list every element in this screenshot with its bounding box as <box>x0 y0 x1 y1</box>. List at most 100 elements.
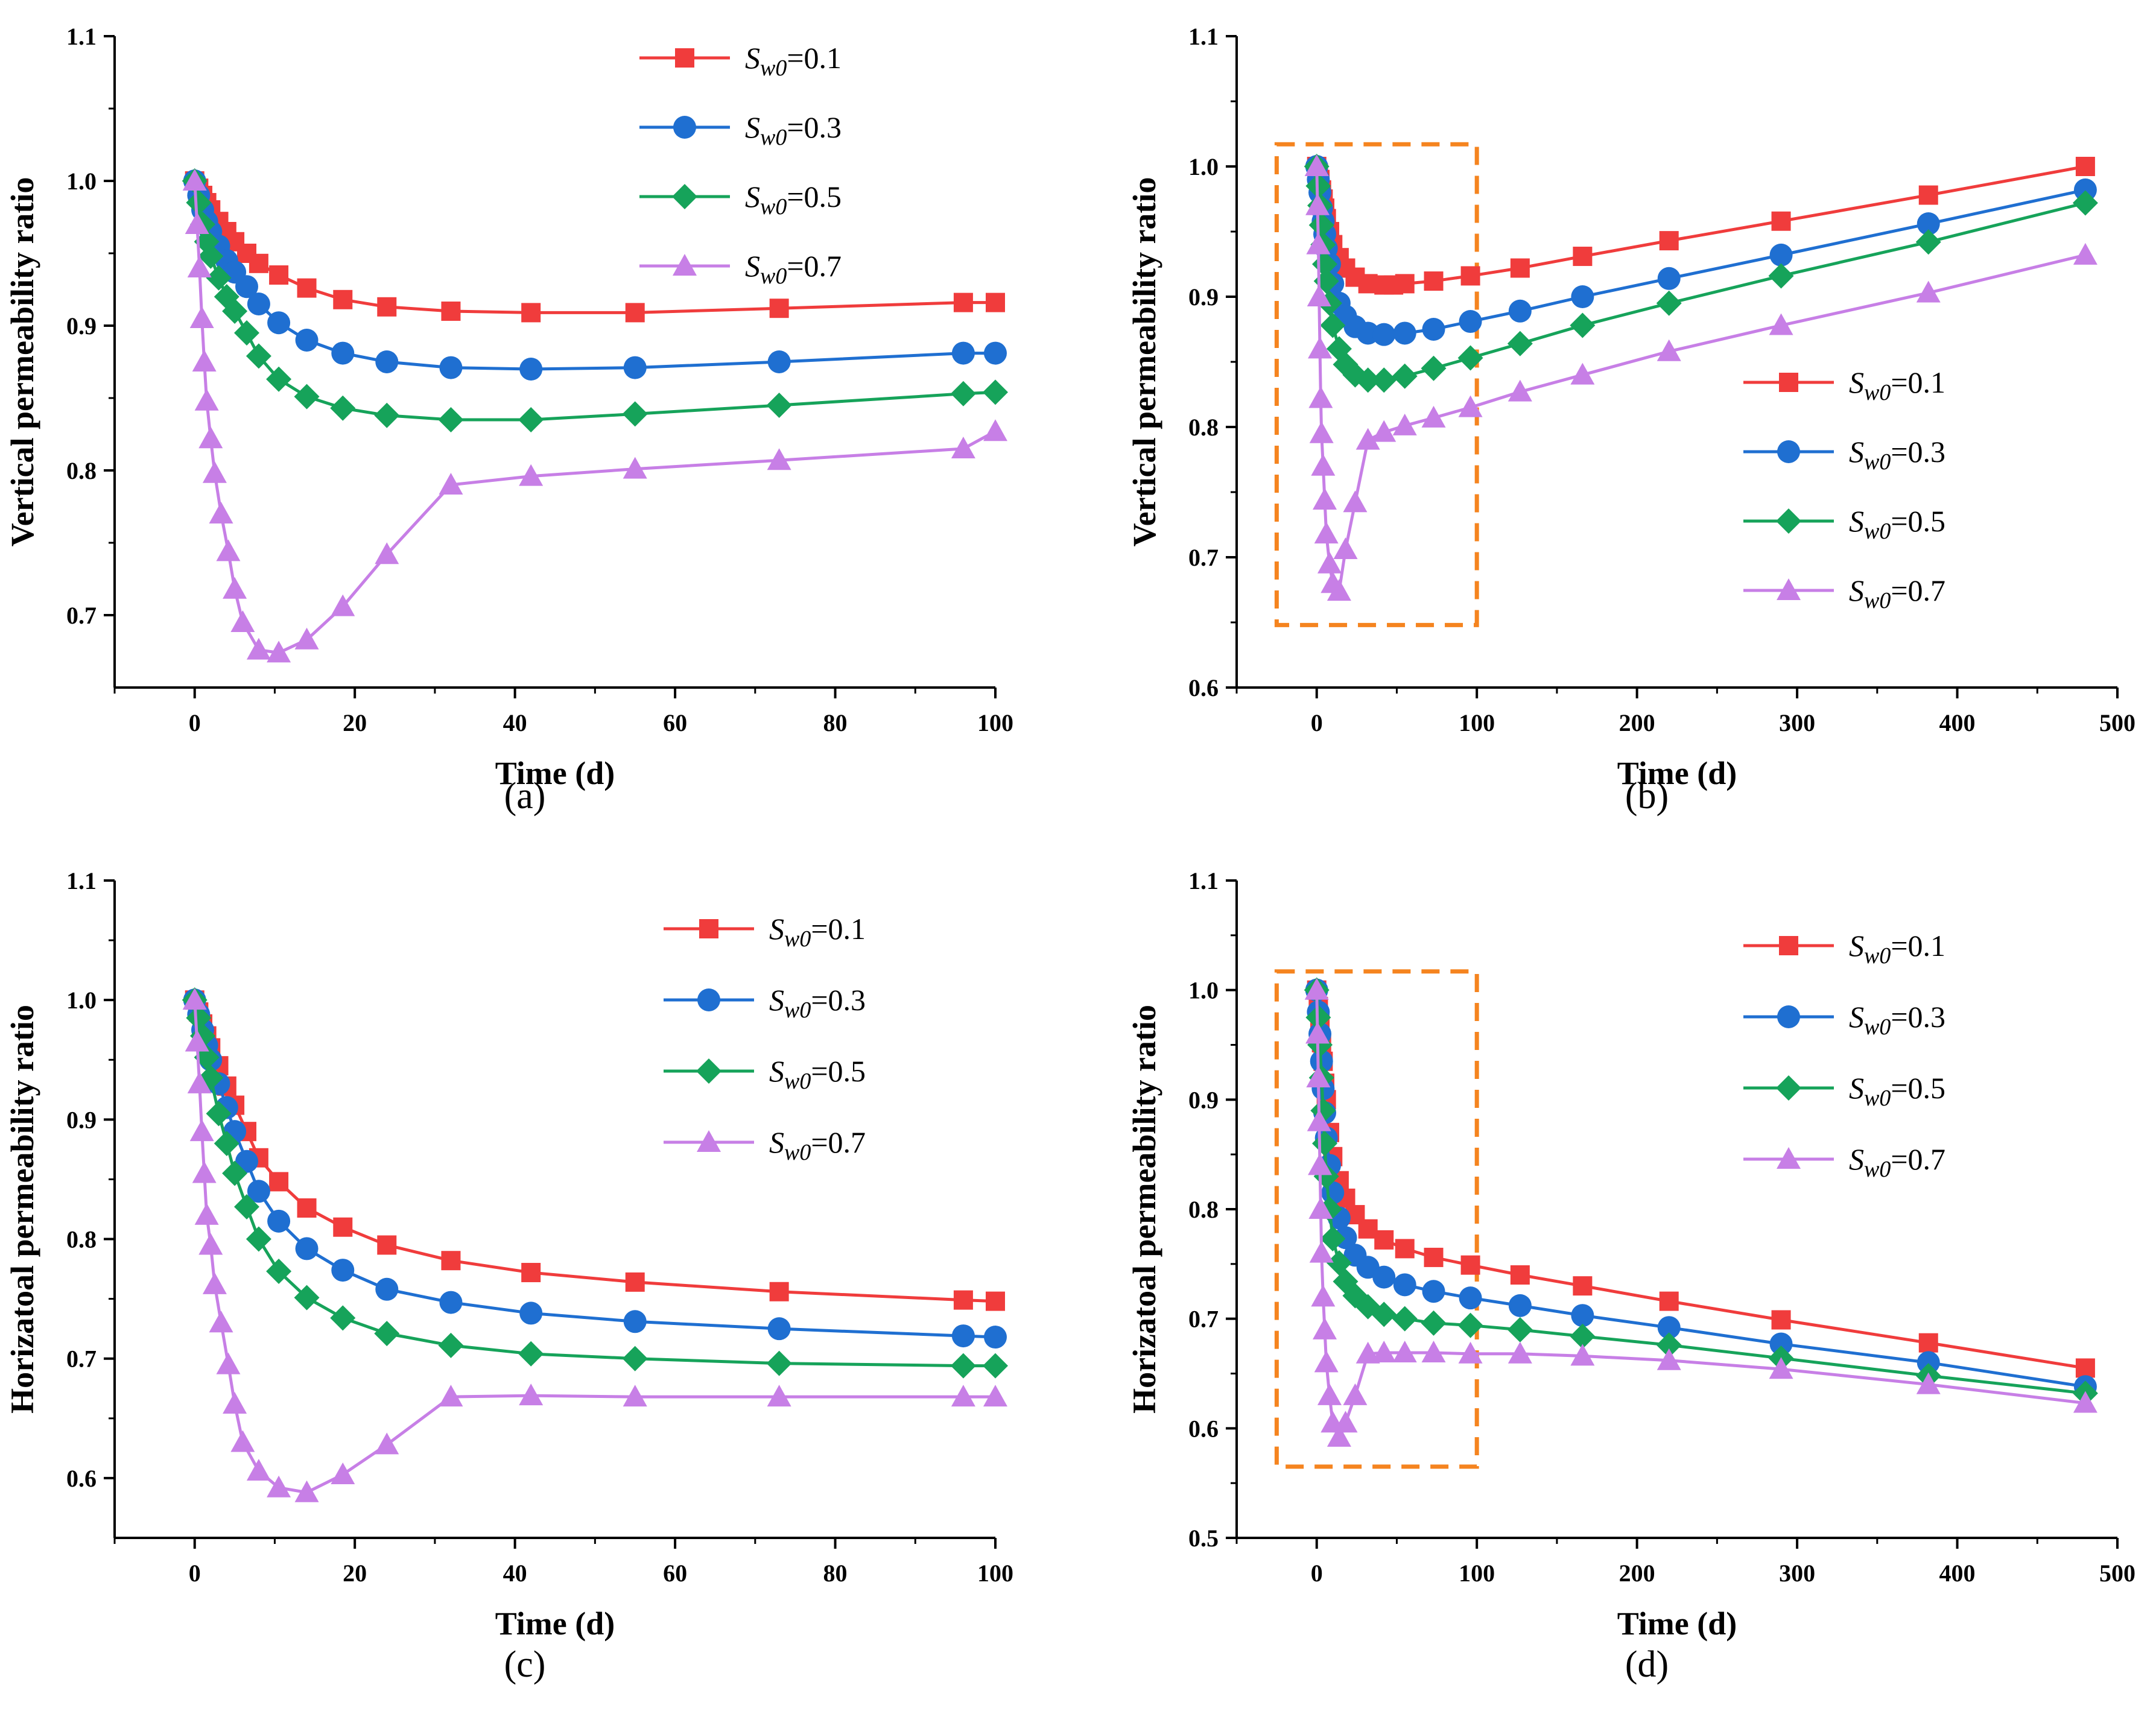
data-point <box>1305 1022 1330 1044</box>
data-point <box>767 350 791 373</box>
data-point <box>1304 978 1329 1000</box>
legend-marker <box>673 116 696 139</box>
data-point <box>1769 1332 1793 1356</box>
legend-label: Sw0=0.3 <box>745 110 842 150</box>
data-point <box>986 1291 1005 1311</box>
data-point <box>1355 1341 1380 1364</box>
data-point <box>983 1385 1007 1407</box>
series-Sw0-01 <box>1307 980 2095 1378</box>
y-tick-label: 1.1 <box>1188 867 1219 894</box>
legend-item: Sw0=0.1 <box>664 912 866 952</box>
data-point <box>769 299 789 318</box>
data-point <box>1308 212 1334 238</box>
data-point <box>518 1341 544 1367</box>
y-tick-label: 0.6 <box>1188 1415 1219 1442</box>
data-point <box>2075 1358 2095 1378</box>
data-point <box>234 1194 259 1220</box>
data-point <box>1918 185 1938 205</box>
legend: Sw0=0.1 Sw0=0.3 Sw0=0.5 Sw0=0.7 <box>639 41 842 289</box>
y-tick-label: 0.7 <box>66 602 97 629</box>
data-point <box>375 350 399 373</box>
data-point <box>1508 1294 1532 1317</box>
data-point <box>622 1345 648 1371</box>
legend-label: Sw0=0.1 <box>1849 929 1945 969</box>
x-tick-label: 500 <box>2099 1560 2135 1587</box>
data-point <box>1459 310 1482 334</box>
legend-marker <box>696 1058 721 1084</box>
data-point <box>1311 1285 1336 1307</box>
legend-label: Sw0=0.5 <box>769 1054 866 1094</box>
legend-label: Sw0=0.5 <box>1849 504 1945 544</box>
data-point <box>206 265 232 291</box>
x-tick-label: 100 <box>977 1560 1013 1587</box>
data-point <box>1309 1241 1334 1263</box>
y-axis-title: Horizatoal permeability ratio <box>4 1005 40 1414</box>
data-point <box>202 1272 227 1294</box>
data-point <box>189 1119 214 1142</box>
data-point <box>374 402 400 428</box>
legend-marker <box>673 254 697 276</box>
y-tick-label: 1.1 <box>66 23 97 50</box>
legend-label: Sw0=0.1 <box>1849 365 1945 405</box>
data-point <box>1307 285 1331 306</box>
data-point <box>1421 1310 1447 1336</box>
legend-marker <box>1779 373 1798 392</box>
series-line <box>193 999 996 1339</box>
series-line <box>1315 165 2086 287</box>
data-point <box>1372 323 1396 346</box>
data-point <box>1333 537 1358 560</box>
data-point <box>519 464 544 486</box>
data-point <box>297 1198 317 1218</box>
data-point <box>192 350 217 372</box>
data-point <box>951 1385 975 1407</box>
data-point <box>438 1332 464 1358</box>
y-tick-label: 0.7 <box>1188 544 1219 571</box>
data-point <box>1395 1239 1415 1259</box>
data-point <box>249 253 268 273</box>
data-point <box>216 1352 241 1374</box>
data-point <box>377 1235 397 1255</box>
y-tick-label: 1.0 <box>66 987 97 1014</box>
legend-item: Sw0=0.5 <box>639 180 842 220</box>
data-point <box>266 1259 292 1285</box>
data-point <box>1343 1383 1368 1405</box>
data-point <box>209 1311 233 1333</box>
data-point <box>1457 1312 1483 1338</box>
legend-marker <box>697 1130 721 1152</box>
data-point <box>198 243 224 269</box>
legend-item: Sw0=0.3 <box>1743 1000 1945 1040</box>
data-point <box>206 1101 232 1127</box>
data-point <box>1343 490 1368 513</box>
data-point <box>1510 1265 1530 1285</box>
data-point <box>623 1385 647 1407</box>
data-point <box>1917 212 1940 236</box>
data-point <box>294 1480 319 1502</box>
data-point <box>1656 290 1682 316</box>
data-point <box>1327 579 1351 601</box>
data-point <box>1306 232 1331 255</box>
data-point <box>1305 193 1330 215</box>
data-point <box>267 1209 291 1233</box>
data-point <box>983 379 1008 405</box>
data-point <box>950 1353 976 1379</box>
data-point <box>1460 266 1480 286</box>
x-tick-label: 0 <box>189 709 201 736</box>
legend-marker <box>1777 1147 1801 1169</box>
x-tick-label: 400 <box>1939 709 1976 736</box>
x-tick-label: 100 <box>1459 709 1495 736</box>
data-point <box>1372 1340 1397 1362</box>
legend-item: Sw0=0.7 <box>1743 574 1945 613</box>
data-point <box>1372 420 1397 442</box>
x-tick-label: 300 <box>1779 1560 1815 1587</box>
legend-marker <box>1776 508 1801 534</box>
data-point <box>1393 321 1416 345</box>
legend-label: Sw0=0.3 <box>1849 1000 1945 1040</box>
data-point <box>767 1385 791 1407</box>
data-point <box>377 297 397 317</box>
legend: Sw0=0.1 Sw0=0.3 Sw0=0.5 Sw0=0.7 <box>664 912 866 1165</box>
legend-label: Sw0=0.7 <box>769 1125 866 1165</box>
data-point <box>269 1172 289 1192</box>
data-point <box>1371 1301 1397 1327</box>
data-point <box>1424 271 1444 291</box>
data-point <box>519 1301 543 1325</box>
